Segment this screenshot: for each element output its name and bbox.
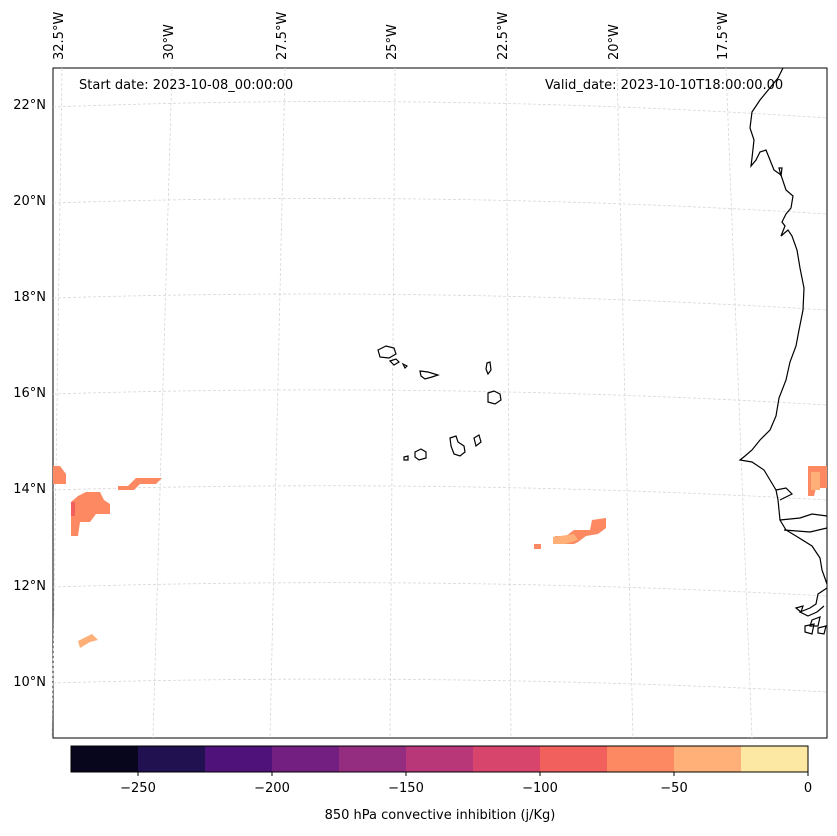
island-bissagos-1 [809, 616, 821, 627]
colorbar-border [70, 745, 809, 773]
lon-label: 22.5°W [496, 11, 511, 60]
lat-label: 14°N [13, 482, 46, 497]
cin-patch-west-2 [118, 478, 162, 490]
cin-patch-central-2 [534, 544, 541, 549]
colorbar-label: 850 hPa convective inhibition (j/Kg) [324, 808, 556, 823]
colorbar [70, 745, 809, 776]
parallel-gridlines [52, 101, 828, 693]
lon-label: 20°W [607, 24, 622, 60]
lon-label: 32.5°W [52, 11, 67, 60]
colorbar-segment [71, 746, 139, 772]
lat-label: 10°N [13, 675, 46, 690]
colorbar-segment [138, 746, 206, 772]
cin-patch-west-1 [71, 492, 110, 536]
island-santiago [449, 435, 466, 457]
lat-label: 12°N [13, 579, 46, 594]
africa-coast-inlet-2 [779, 513, 828, 521]
cin-patch-west-3 [78, 634, 98, 648]
start-date-label: Start date: 2023-10-08_00:00:00 [79, 78, 294, 93]
lat-label: 18°N [13, 290, 46, 305]
island-sal [485, 361, 492, 376]
colorbar-segment [205, 746, 273, 772]
island-santa-luzia [401, 362, 409, 370]
colorbar-segment [540, 746, 608, 772]
island-sao-nicolau [419, 370, 440, 380]
africa-coast-south [798, 587, 828, 617]
africa-coast-inlet-3 [783, 527, 828, 533]
colorbar-segment [607, 746, 675, 772]
map-frame [52, 67, 828, 739]
lon-label: 25°W [385, 24, 400, 60]
coastlines [377, 67, 828, 635]
lon-label: 27.5°W [275, 11, 290, 60]
island-brava [403, 455, 409, 461]
meridian-gridlines [51, 67, 753, 739]
colorbar-tick-label: −150 [388, 781, 424, 796]
island-maio [473, 434, 482, 448]
cin-patch-east-b [811, 472, 820, 490]
colorbar-tick-label: −100 [522, 781, 558, 796]
island-boa-vista [487, 390, 502, 405]
colorbar-segment [406, 746, 474, 772]
colorbar-tick-label: −200 [254, 781, 290, 796]
island-west-sahara [778, 167, 783, 177]
cin-patch-west-edge [53, 466, 66, 484]
island-bissagos-4 [794, 605, 804, 614]
cin-patch-central-1b [553, 534, 578, 544]
cin-patch-west-1b [71, 502, 75, 516]
island-sao-vicente [388, 358, 400, 366]
colorbar-segment [741, 746, 809, 772]
island-fogo [414, 448, 427, 461]
africa-coast-north [738, 67, 828, 585]
cin-patches [53, 466, 827, 648]
lon-label: 30°W [162, 24, 177, 60]
island-bissagos-2 [804, 623, 815, 635]
colorbar-segment [473, 746, 541, 772]
lat-label: 20°N [13, 194, 46, 209]
colorbar-segment [272, 746, 340, 772]
island-bissagos-3 [817, 625, 827, 635]
colorbar-segment [339, 746, 407, 772]
island-santo-antao [377, 345, 397, 359]
colorbar-tick-label: −50 [660, 781, 688, 796]
africa-coast-inlet-1 [775, 487, 794, 501]
colorbar-segment [674, 746, 742, 772]
colorbar-tick-label: −250 [120, 781, 156, 796]
lon-label: 17.5°W [716, 11, 731, 60]
lat-label: 16°N [13, 386, 46, 401]
lat-label: 22°N [13, 98, 46, 113]
colorbar-tick-label: 0 [803, 781, 813, 796]
valid-date-label: Valid_date: 2023-10-10T18:00:00.00 [545, 78, 784, 93]
